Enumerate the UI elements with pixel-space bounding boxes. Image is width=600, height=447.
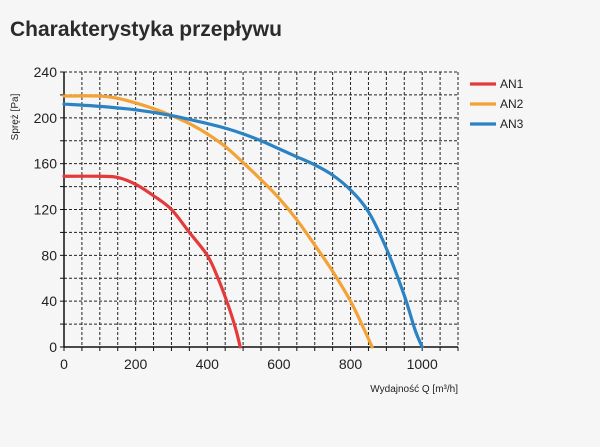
- series-line-an2: [62, 94, 374, 349]
- series-group: [62, 94, 424, 349]
- legend-label-an3: AN3: [500, 117, 524, 131]
- legend-label-an2: AN2: [500, 97, 524, 111]
- grid: [63, 71, 459, 348]
- y-axis-label: Spręż [Pa]: [10, 93, 21, 140]
- y-tick-label: 240: [34, 64, 58, 80]
- legend-label-an1: AN1: [500, 77, 524, 91]
- series-line-an1: [62, 174, 242, 349]
- chart-title: Charakterystyka przepływu: [10, 18, 282, 41]
- y-tick-label: 160: [34, 156, 58, 172]
- y-tick-label: 0: [49, 339, 57, 355]
- x-tick-label: 800: [339, 356, 363, 372]
- y-tick-label: 200: [34, 110, 58, 126]
- y-tick-label: 40: [41, 293, 57, 309]
- x-tick-label: 400: [196, 356, 220, 372]
- x-tick-label: 600: [267, 356, 291, 372]
- legend: AN1 AN2 AN3: [470, 77, 524, 131]
- series-line-an3: [62, 102, 424, 349]
- axes: [60, 71, 459, 351]
- x-tick-label: 0: [60, 356, 68, 372]
- tick-labels: 0 200 400 600 800 1000 0 40 80 120 160 200 240: [34, 64, 438, 372]
- x-tick-label: 1000: [407, 356, 438, 372]
- y-tick-label: 80: [41, 247, 57, 263]
- x-tick-label: 200: [124, 356, 148, 372]
- x-axis-label: Wydajność Q [m³/h]: [370, 384, 458, 395]
- y-tick-label: 120: [34, 202, 58, 218]
